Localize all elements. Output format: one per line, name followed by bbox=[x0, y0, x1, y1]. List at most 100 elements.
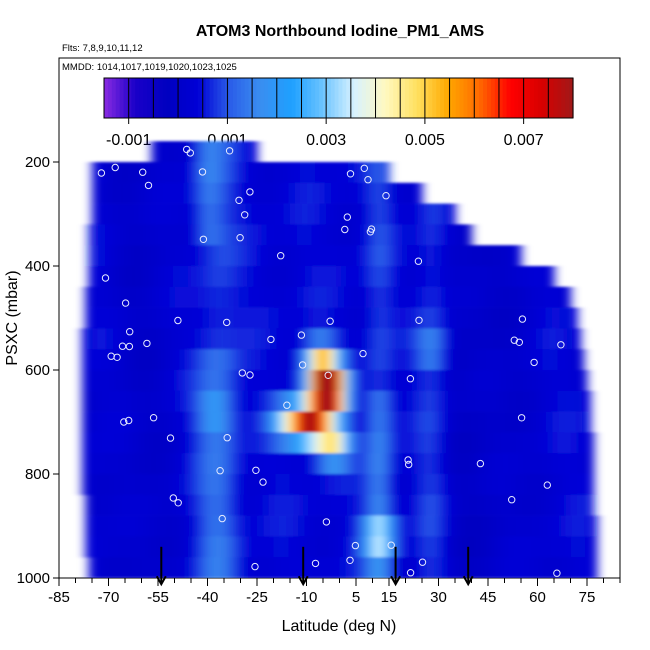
heatmap-cell bbox=[468, 474, 474, 496]
heatmap-cell bbox=[257, 266, 263, 288]
heatmap-cell bbox=[461, 536, 467, 558]
heatmap-cell bbox=[364, 349, 370, 371]
data-marker bbox=[277, 252, 285, 260]
heatmap-cell bbox=[93, 266, 99, 288]
heatmap-cell bbox=[156, 328, 162, 350]
heatmap-cell bbox=[271, 224, 278, 246]
heatmap-cell bbox=[422, 536, 428, 558]
heatmap-cell bbox=[270, 349, 276, 371]
heatmap-cell bbox=[478, 432, 484, 454]
data-marker bbox=[236, 234, 244, 242]
heatmap-cell bbox=[153, 224, 159, 246]
heatmap-cell bbox=[215, 390, 222, 412]
heatmap-cell bbox=[88, 266, 95, 288]
heatmap-cell bbox=[347, 286, 354, 308]
heatmap-cell bbox=[324, 390, 330, 412]
heatmap-cell bbox=[552, 432, 558, 454]
heatmap-cell bbox=[210, 182, 217, 204]
heatmap-cell bbox=[230, 328, 236, 350]
heatmap-cell bbox=[139, 494, 146, 516]
heatmap-cell bbox=[359, 370, 365, 392]
heatmap-cell bbox=[245, 453, 251, 475]
heatmap-cell bbox=[537, 453, 543, 475]
heatmap-cell bbox=[311, 557, 317, 578]
heatmap-cell bbox=[514, 266, 520, 288]
heatmap-cell bbox=[557, 390, 563, 412]
colorbar-swatch bbox=[350, 78, 355, 118]
heatmap-cell bbox=[422, 515, 428, 537]
heatmap-cell bbox=[220, 453, 227, 475]
heatmap-cell bbox=[384, 162, 390, 184]
heatmap-cell bbox=[134, 307, 141, 329]
heatmap-cell bbox=[166, 162, 172, 184]
heatmap-cell bbox=[314, 453, 321, 475]
heatmap-cell bbox=[497, 432, 504, 454]
heatmap-cell bbox=[263, 307, 269, 329]
heatmap-cell bbox=[382, 286, 388, 308]
chart-title: ATOM3 Northbound Iodine_PM1_AMS bbox=[196, 23, 485, 40]
heatmap-cell bbox=[139, 536, 146, 558]
heatmap-cell bbox=[191, 474, 197, 496]
heatmap-cell bbox=[296, 245, 302, 267]
heatmap-cell bbox=[285, 349, 291, 371]
heatmap-cell bbox=[349, 453, 355, 475]
heatmap-cell bbox=[319, 390, 326, 412]
heatmap-cell bbox=[319, 453, 326, 475]
heatmap-cell bbox=[521, 536, 527, 558]
heatmap-cell bbox=[309, 432, 316, 454]
heatmap-cell bbox=[349, 474, 355, 496]
heatmap-cell bbox=[443, 349, 449, 371]
heatmap-cell bbox=[205, 182, 212, 204]
heatmap-cell bbox=[288, 515, 294, 537]
heatmap-cell bbox=[585, 515, 591, 537]
heatmap-cell bbox=[131, 349, 137, 371]
heatmap-cell bbox=[210, 411, 217, 433]
data-marker bbox=[405, 460, 413, 469]
heatmap-cell bbox=[210, 453, 217, 475]
heatmap-cell bbox=[187, 266, 194, 288]
heatmap-cell bbox=[560, 515, 566, 537]
heatmap-cell bbox=[374, 370, 380, 392]
heatmap-cell bbox=[484, 557, 491, 578]
heatmap-cell bbox=[562, 328, 568, 350]
data-marker bbox=[223, 434, 231, 442]
heatmap-cell bbox=[131, 390, 137, 412]
heatmap-cell bbox=[425, 245, 431, 267]
heatmap-cell bbox=[154, 515, 161, 537]
heatmap-cell bbox=[438, 390, 444, 412]
heatmap-cell bbox=[517, 432, 524, 454]
heatmap-cell bbox=[357, 307, 363, 329]
heatmap-cell bbox=[398, 474, 405, 496]
heatmap-cell bbox=[357, 536, 363, 558]
heatmap-cell bbox=[502, 349, 509, 371]
heatmap-cell bbox=[450, 245, 456, 267]
heatmap-cell bbox=[393, 432, 400, 454]
heatmap-cell bbox=[210, 349, 217, 371]
heatmap-cell bbox=[532, 453, 538, 475]
heatmap-cell bbox=[530, 307, 537, 329]
heatmap-cell bbox=[483, 474, 489, 496]
data-marker bbox=[414, 257, 423, 265]
heatmap-cell bbox=[403, 411, 410, 433]
heatmap-cell bbox=[329, 349, 335, 371]
heatmap-cell bbox=[535, 286, 542, 308]
heatmap-cell bbox=[422, 286, 428, 308]
heatmap-cell bbox=[92, 370, 98, 392]
heatmap-cell bbox=[370, 266, 377, 288]
heatmap-cell bbox=[116, 453, 123, 475]
heatmap-cell bbox=[349, 411, 355, 433]
heatmap-cell bbox=[215, 349, 222, 371]
heatmap-cell bbox=[407, 307, 413, 329]
heatmap-cell bbox=[433, 474, 439, 496]
heatmap-cell bbox=[471, 286, 477, 308]
heatmap-cell bbox=[430, 224, 436, 246]
data-marker bbox=[125, 342, 134, 351]
heatmap-cell bbox=[263, 494, 269, 516]
heatmap-cell bbox=[334, 453, 340, 475]
heatmap-cell bbox=[270, 432, 276, 454]
heatmap-cell bbox=[100, 536, 106, 558]
heatmap-cell bbox=[511, 286, 517, 308]
heatmap-cell bbox=[557, 411, 563, 433]
data-marker bbox=[174, 499, 182, 507]
heatmap-cell bbox=[398, 182, 405, 204]
